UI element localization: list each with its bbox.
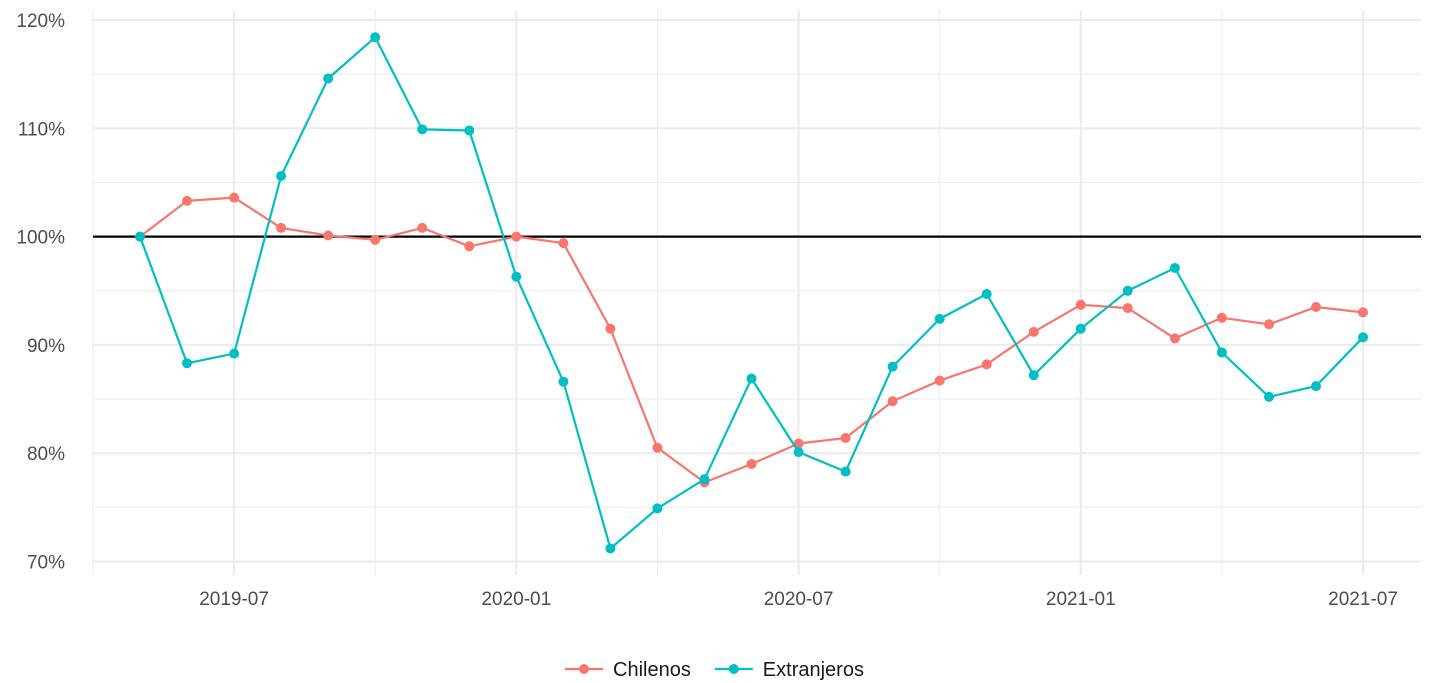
y-tick-label: 90% bbox=[27, 336, 65, 357]
data-point-extranjeros bbox=[323, 73, 334, 84]
data-point-chilenos bbox=[605, 323, 616, 334]
x-tick-label: 2019-07 bbox=[199, 589, 269, 610]
data-point-extranjeros bbox=[981, 289, 992, 299]
data-point-extranjeros bbox=[417, 124, 428, 135]
data-point-extranjeros bbox=[1028, 370, 1039, 381]
y-tick-label: 100% bbox=[16, 228, 65, 249]
y-tick-label: 110% bbox=[18, 119, 65, 140]
data-point-extranjeros bbox=[464, 125, 475, 136]
data-point-extranjeros bbox=[229, 348, 240, 359]
data-point-chilenos bbox=[229, 192, 240, 203]
data-point-chilenos bbox=[1358, 307, 1368, 318]
data-point-extranjeros bbox=[1075, 323, 1086, 334]
legend-label: Chilenos bbox=[613, 659, 691, 681]
data-point-chilenos bbox=[370, 234, 381, 245]
data-point-extranjeros bbox=[840, 466, 851, 477]
x-tick-label: 2021-01 bbox=[1046, 589, 1116, 610]
x-tick-label: 2021-07 bbox=[1328, 589, 1398, 610]
x-tick-label: 2020-07 bbox=[764, 589, 834, 610]
data-point-extranjeros bbox=[1169, 263, 1180, 273]
data-point-extranjeros bbox=[605, 543, 616, 554]
data-point-extranjeros bbox=[182, 358, 192, 369]
x-tick-label: 2020-01 bbox=[481, 589, 551, 610]
data-point-chilenos bbox=[1075, 299, 1086, 310]
data-point-chilenos bbox=[934, 375, 945, 386]
data-point-chilenos bbox=[276, 222, 287, 233]
legend-key-point bbox=[579, 664, 589, 674]
series-line-extranjeros bbox=[138, 36, 1364, 550]
data-point-chilenos bbox=[464, 241, 475, 252]
legend-label: Extranjeros bbox=[763, 659, 864, 681]
y-tick-label: 80% bbox=[27, 444, 65, 465]
data-point-chilenos bbox=[558, 238, 569, 249]
data-point-extranjeros bbox=[1311, 381, 1321, 392]
data-point-chilenos bbox=[511, 231, 522, 242]
data-point-extranjeros bbox=[370, 32, 381, 43]
x-axis-tick-labels: 2019-07 2020-01 2020-07 2021-01 2021-07 bbox=[199, 589, 1398, 610]
data-point-extranjeros bbox=[1264, 391, 1274, 402]
data-point-chilenos bbox=[840, 433, 851, 443]
data-point-chilenos bbox=[652, 442, 663, 453]
data-point-chilenos bbox=[887, 396, 898, 407]
data-point-chilenos bbox=[1216, 312, 1227, 323]
legend-item-extranjeros: Extranjeros bbox=[714, 659, 864, 681]
y-tick-label: 70% bbox=[27, 553, 65, 574]
legend-key-point bbox=[728, 664, 739, 674]
data-point-chilenos bbox=[793, 438, 804, 449]
data-point-chilenos bbox=[1028, 326, 1039, 337]
data-point-extranjeros bbox=[746, 373, 757, 384]
data-point-chilenos bbox=[1122, 303, 1133, 314]
data-point-extranjeros bbox=[1358, 332, 1368, 343]
data-point-chilenos bbox=[323, 230, 334, 241]
y-tick-label: 120% bbox=[16, 11, 65, 32]
data-point-extranjeros bbox=[1216, 347, 1227, 358]
data-point-chilenos bbox=[1311, 302, 1321, 312]
y-axis-tick-labels: 70% 80% 90% 100% 110% 120% bbox=[16, 11, 65, 574]
data-point-chilenos bbox=[1264, 319, 1274, 330]
data-point-extranjeros bbox=[793, 447, 804, 458]
data-point-chilenos bbox=[1169, 333, 1180, 344]
series-layer bbox=[135, 32, 1368, 554]
data-point-extranjeros bbox=[1122, 285, 1133, 296]
data-point-extranjeros bbox=[135, 231, 145, 242]
legend-item-chilenos: Chilenos bbox=[565, 659, 691, 681]
data-point-extranjeros bbox=[699, 474, 710, 485]
data-point-extranjeros bbox=[887, 361, 898, 372]
data-point-chilenos bbox=[981, 359, 992, 370]
data-point-extranjeros bbox=[558, 376, 569, 387]
minor-gridlines bbox=[92, 10, 1421, 575]
data-point-extranjeros bbox=[276, 171, 287, 181]
data-point-chilenos bbox=[417, 222, 428, 233]
data-point-extranjeros bbox=[511, 271, 522, 282]
data-point-chilenos bbox=[182, 195, 192, 206]
data-point-extranjeros bbox=[934, 313, 945, 324]
legend: Chilenos Extranjeros bbox=[565, 659, 864, 681]
data-point-chilenos bbox=[746, 459, 757, 469]
data-point-extranjeros bbox=[652, 503, 663, 514]
